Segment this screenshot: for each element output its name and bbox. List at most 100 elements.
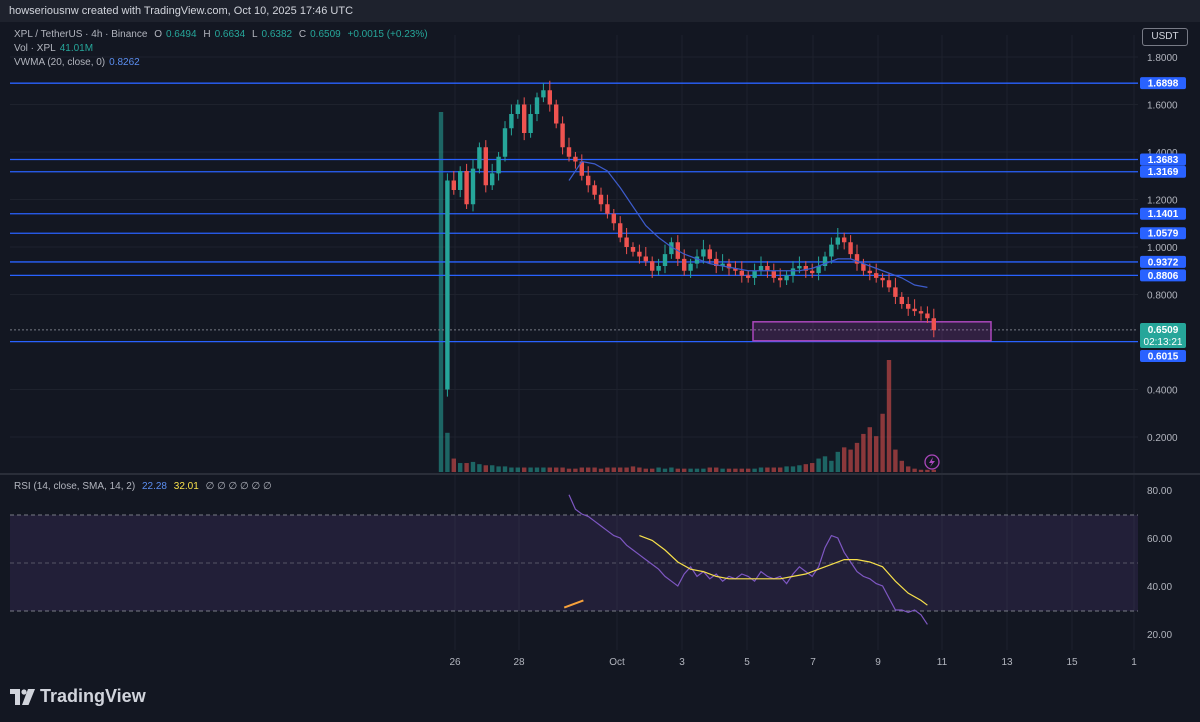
volume-bar	[618, 467, 623, 472]
candles	[445, 80, 936, 397]
volume-bar	[573, 468, 578, 472]
candle	[912, 299, 917, 316]
rsi-ma-value: 32.01	[173, 481, 199, 492]
candle	[861, 258, 866, 276]
axis-ticks: 1.8000 1.6000 1.4000 1.2000 1.0000 0.8000 0.40…	[449, 53, 1178, 668]
volume-bar	[682, 468, 687, 472]
grid	[10, 35, 1138, 650]
volume-bar	[502, 466, 508, 472]
svg-text:1.3169: 1.3169	[1148, 167, 1179, 178]
price-tick: 1.2000	[1147, 196, 1178, 207]
volume-bar	[854, 442, 860, 472]
candle	[906, 296, 911, 316]
volume-bar	[554, 467, 559, 472]
volume-bar	[528, 467, 533, 472]
volume-bar	[464, 463, 469, 472]
vwma-line	[568, 160, 928, 288]
candle	[522, 97, 527, 141]
price-tick: 1.0000	[1147, 243, 1178, 254]
price-tick: 1.8000	[1147, 53, 1178, 64]
volume-bar	[790, 466, 796, 472]
time-tick: 1	[1131, 657, 1137, 668]
volume-bar	[778, 467, 783, 472]
candle	[650, 256, 655, 278]
lightning-icon[interactable]	[924, 454, 940, 470]
candle	[810, 263, 815, 278]
level-label: 1.6898	[1140, 77, 1186, 90]
volume-bar	[880, 413, 885, 472]
time-tick: 5	[744, 657, 750, 668]
candle	[848, 235, 853, 259]
candle	[918, 306, 924, 321]
change-value: +0.0015 (+0.23%)	[347, 29, 428, 40]
volume-bar	[771, 467, 776, 472]
svg-text:1.1401: 1.1401	[1148, 209, 1179, 220]
volume-bar	[451, 458, 456, 472]
candle	[605, 194, 610, 219]
candle	[470, 159, 476, 212]
vwma-legend: VWMA (20, close, 0) 0.8262	[14, 57, 144, 68]
price-tick: 1.4000	[1147, 148, 1178, 159]
volume-bar	[886, 360, 892, 472]
candle	[688, 258, 693, 278]
rsi-divergence-line	[563, 599, 584, 609]
rsi-tick: 20.00	[1147, 630, 1172, 641]
level-label: 0.6015	[1140, 350, 1186, 363]
candle	[669, 237, 674, 259]
candle	[566, 137, 572, 162]
time-tick: 11	[937, 657, 948, 668]
candle	[541, 83, 546, 103]
volume-bar	[701, 468, 706, 472]
rsi-value: 22.28	[141, 481, 167, 492]
volume-bar	[842, 447, 847, 472]
tradingview-logo[interactable]: TradingView	[10, 686, 146, 707]
candle	[720, 254, 725, 271]
candle	[483, 140, 488, 193]
credit-text: howseriousnw created with TradingView.co…	[9, 5, 354, 17]
vwma-label[interactable]: VWMA (20, close, 0)	[14, 57, 106, 68]
volume-bar	[630, 466, 636, 472]
volume-bar	[522, 467, 527, 472]
volume-bar	[637, 467, 642, 472]
candle	[515, 99, 520, 119]
time-tick: 7	[810, 657, 816, 668]
candle	[624, 228, 629, 255]
volume-bar	[797, 465, 802, 472]
volume-bar	[874, 436, 879, 472]
volume-bar	[483, 465, 488, 472]
volume-bar	[822, 456, 828, 472]
volume-bar	[579, 467, 584, 472]
volume-bar	[592, 467, 597, 472]
low-value: 0.6382	[261, 29, 293, 40]
volume-bar	[746, 468, 751, 472]
volume-label[interactable]: Vol · XPL	[14, 43, 56, 54]
volume-bar	[643, 468, 648, 472]
volume-bar	[867, 427, 872, 472]
candle	[458, 166, 463, 198]
candle	[502, 121, 508, 162]
horizontal-levels	[10, 82, 1138, 343]
time-tick: Oct	[609, 657, 625, 668]
candle	[739, 261, 744, 283]
candle	[618, 216, 623, 243]
symbol-title[interactable]: XPL / TetherUS · 4h · Binance	[14, 29, 148, 40]
volume-bar	[810, 463, 815, 472]
candle	[707, 244, 712, 264]
volume-bar	[720, 468, 725, 472]
candle	[445, 173, 450, 397]
price-tick: 1.6000	[1147, 101, 1178, 112]
candle	[758, 256, 764, 276]
price-tick: 0.8000	[1147, 291, 1178, 302]
candle	[534, 92, 540, 122]
volume-bar	[515, 467, 520, 472]
price-chart[interactable]: 1.8000 1.6000 1.4000 1.2000 1.0000 0.8000 0.40…	[0, 22, 1200, 672]
currency-button[interactable]: USDT	[1142, 28, 1188, 46]
candle	[822, 251, 828, 271]
rsi-label[interactable]: RSI (14, close, SMA, 14, 2)	[14, 481, 136, 492]
volume-bar	[477, 464, 482, 472]
candle	[842, 232, 847, 250]
level-label: 1.3169	[1140, 165, 1186, 178]
candle	[752, 263, 757, 285]
volume-bar	[694, 468, 700, 472]
volume-bar	[931, 469, 936, 472]
